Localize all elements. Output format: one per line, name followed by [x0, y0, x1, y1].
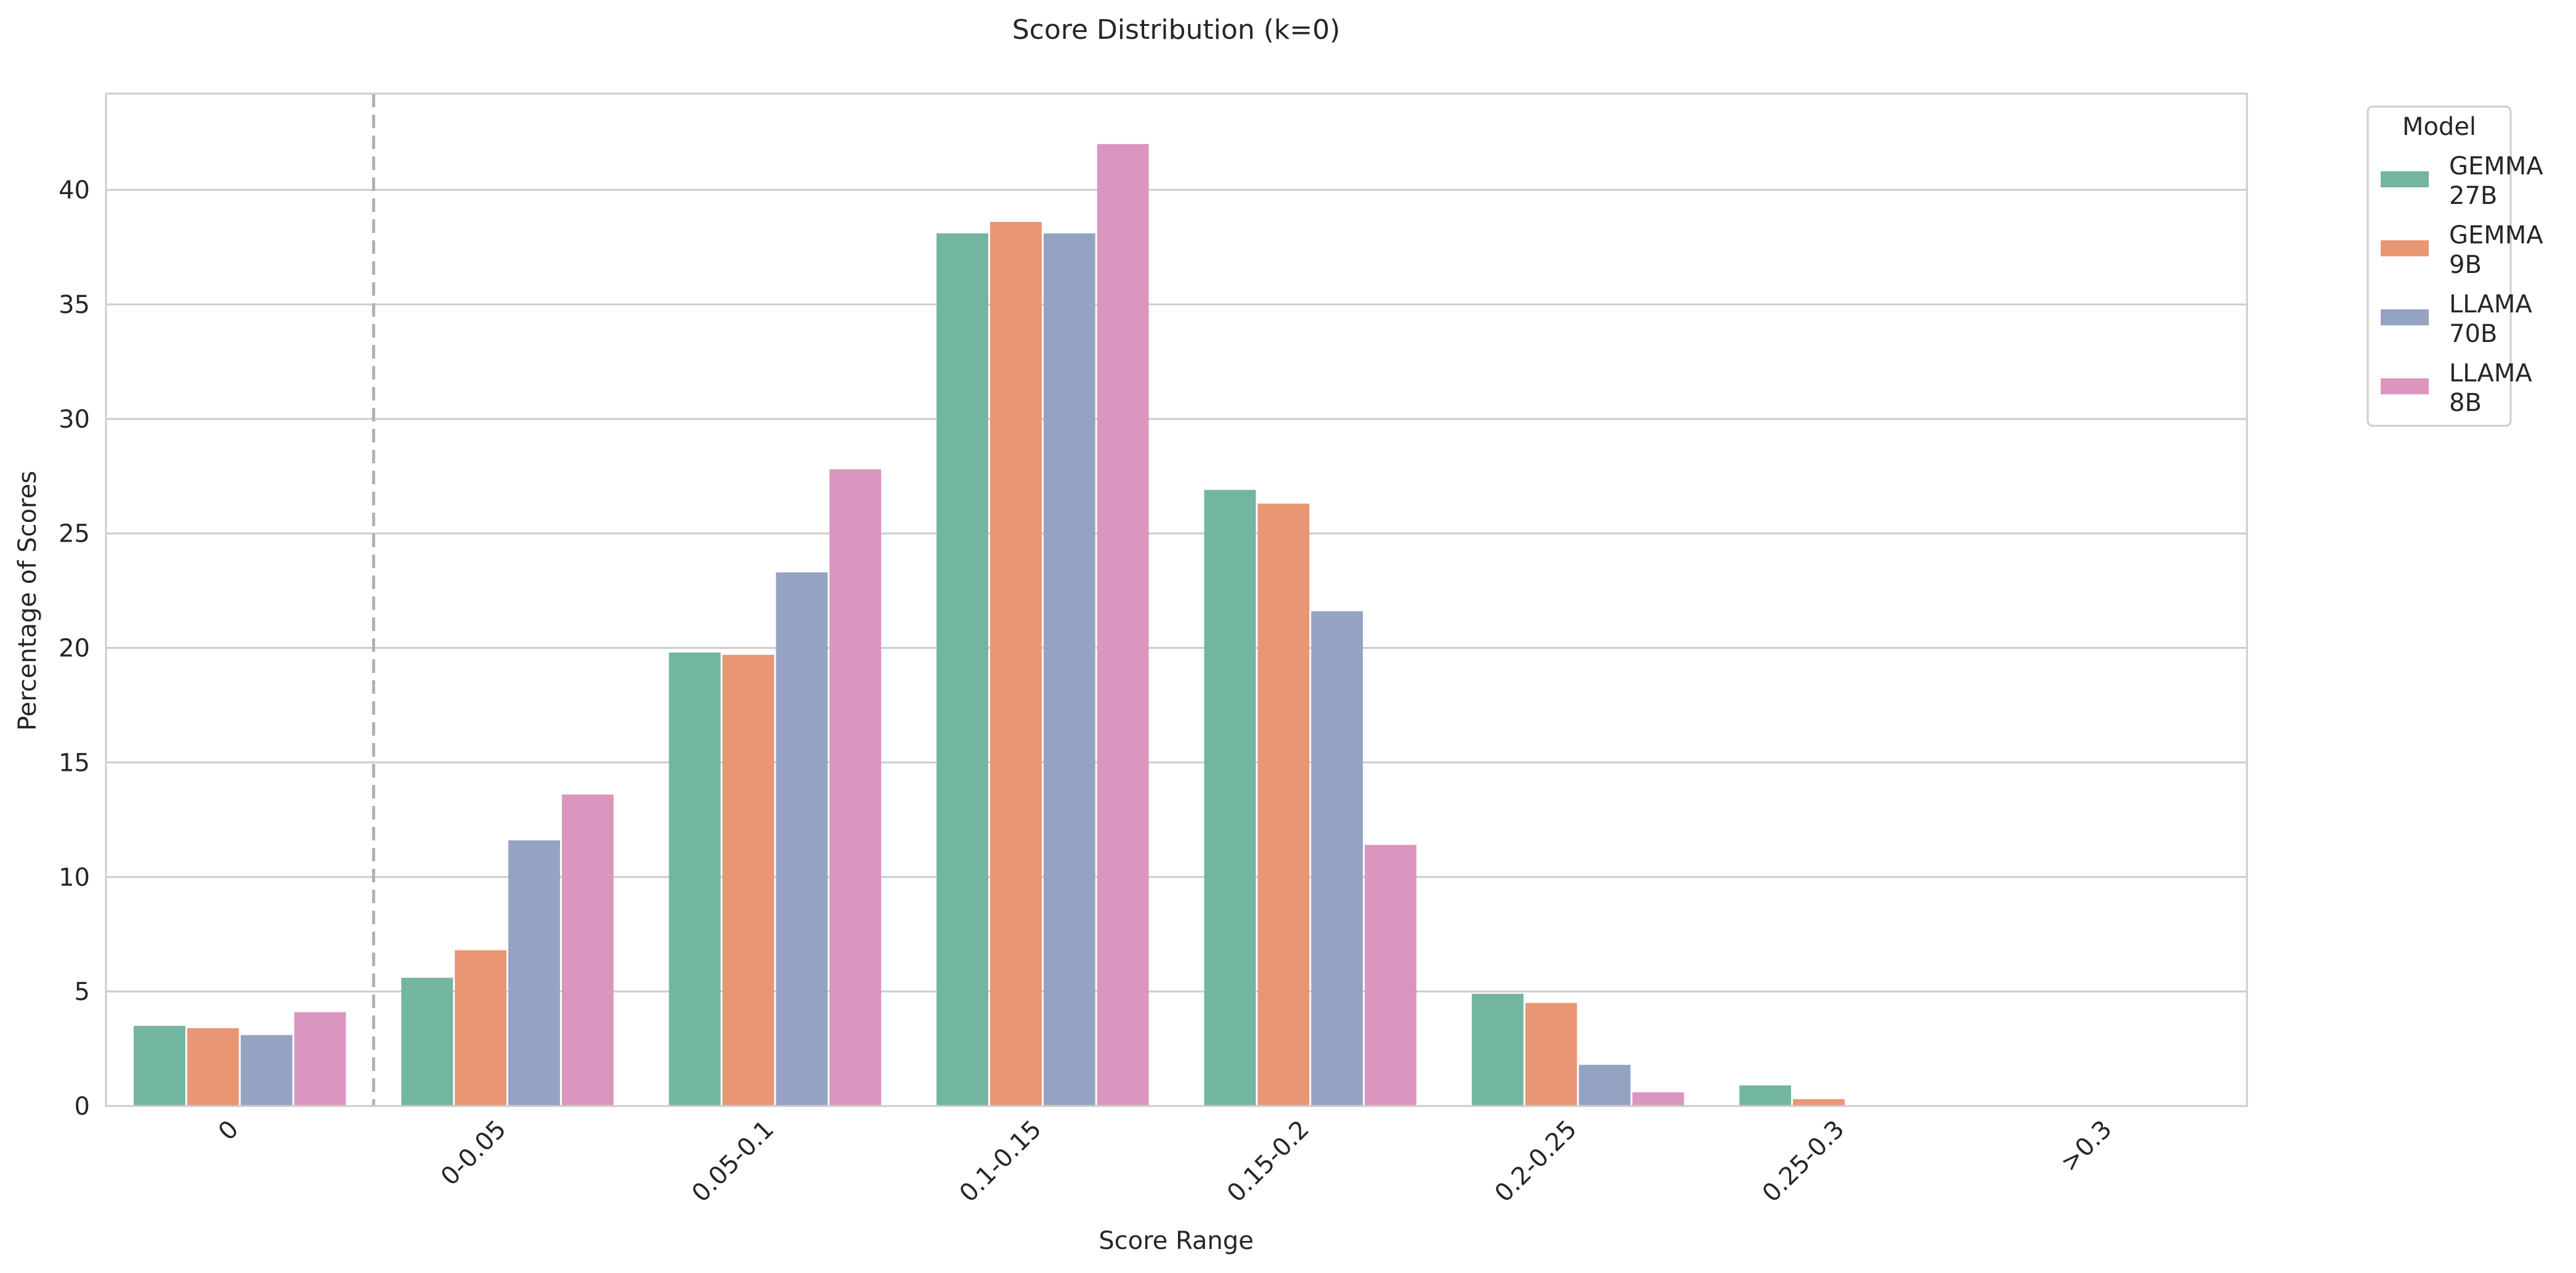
- y-tick-label: 30: [59, 405, 90, 434]
- bar-0.15-0.2-GEMMA-9B: [1258, 503, 1310, 1106]
- chart-title: Score Distribution (k=0): [1012, 14, 1341, 46]
- bar-0.05-0.1-LLAMA-70B: [776, 572, 828, 1106]
- bar-0.15-0.2-LLAMA-70B: [1311, 611, 1363, 1106]
- y-tick-label: 25: [59, 520, 90, 548]
- legend: Model GEMMA 27B GEMMA 9B LLAMA 70B LLAMA 8B: [2367, 105, 2543, 427]
- bar-0-LLAMA-70B: [240, 1035, 293, 1106]
- bar-0-0.05-GEMMA-9B: [455, 950, 507, 1106]
- legend-label: LLAMA 70B: [2449, 290, 2532, 348]
- legend-label: GEMMA 9B: [2449, 221, 2543, 279]
- y-tick-label: 10: [59, 863, 90, 892]
- legend-swatch: [2381, 309, 2429, 325]
- bar-0.2-0.25-GEMMA-9B: [1525, 1003, 1577, 1106]
- legend-swatch: [2381, 171, 2429, 187]
- bar-0.1-0.15-LLAMA-70B: [1043, 233, 1095, 1106]
- legend-swatch: [2381, 378, 2429, 394]
- y-tick-label: 5: [75, 978, 90, 1006]
- bar-0.2-0.25-LLAMA-8B: [1632, 1092, 1684, 1106]
- x-axis-label: Score Range: [1099, 1227, 1254, 1255]
- bar-0.1-0.15-GEMMA-27B: [937, 233, 988, 1106]
- y-tick-label: 20: [59, 635, 90, 663]
- bar-0.05-0.1-LLAMA-8B: [829, 469, 882, 1107]
- bar-0-LLAMA-8B: [294, 1012, 346, 1106]
- y-tick-label: 15: [59, 749, 90, 777]
- bar-0.05-0.1-GEMMA-9B: [722, 654, 774, 1106]
- legend-label: GEMMA 27B: [2449, 152, 2543, 210]
- legend-title: Model: [2402, 113, 2476, 141]
- y-tick-label: 40: [59, 176, 90, 205]
- y-tick-label: 35: [59, 291, 90, 319]
- bars: [133, 144, 1845, 1107]
- bar-0.15-0.2-GEMMA-27B: [1204, 490, 1256, 1106]
- y-tick-label: 0: [75, 1092, 90, 1121]
- bar-0.15-0.2-LLAMA-8B: [1365, 845, 1416, 1106]
- bar-0-GEMMA-27B: [133, 1025, 185, 1106]
- bar-0.25-0.3-GEMMA-9B: [1793, 1099, 1845, 1106]
- bar-0.1-0.15-LLAMA-8B: [1097, 144, 1149, 1106]
- bar-0.2-0.25-LLAMA-70B: [1579, 1065, 1631, 1106]
- bar-0-0.05-LLAMA-8B: [561, 794, 614, 1106]
- y-axis-label: Percentage of Scores: [14, 471, 42, 731]
- legend-label: LLAMA 8B: [2449, 359, 2532, 417]
- bar-0.2-0.25-GEMMA-27B: [1471, 993, 1524, 1106]
- bar-0-0.05-GEMMA-27B: [401, 977, 453, 1106]
- bar-0.25-0.3-GEMMA-27B: [1739, 1085, 1792, 1106]
- bar-0-0.05-LLAMA-70B: [508, 840, 560, 1106]
- plot-frame: [105, 92, 2248, 1107]
- bar-0-GEMMA-9B: [187, 1028, 239, 1106]
- legend-swatch: [2381, 240, 2429, 256]
- bar-0.1-0.15-GEMMA-9B: [989, 222, 1042, 1107]
- bar-0.05-0.1-GEMMA-27B: [668, 652, 721, 1106]
